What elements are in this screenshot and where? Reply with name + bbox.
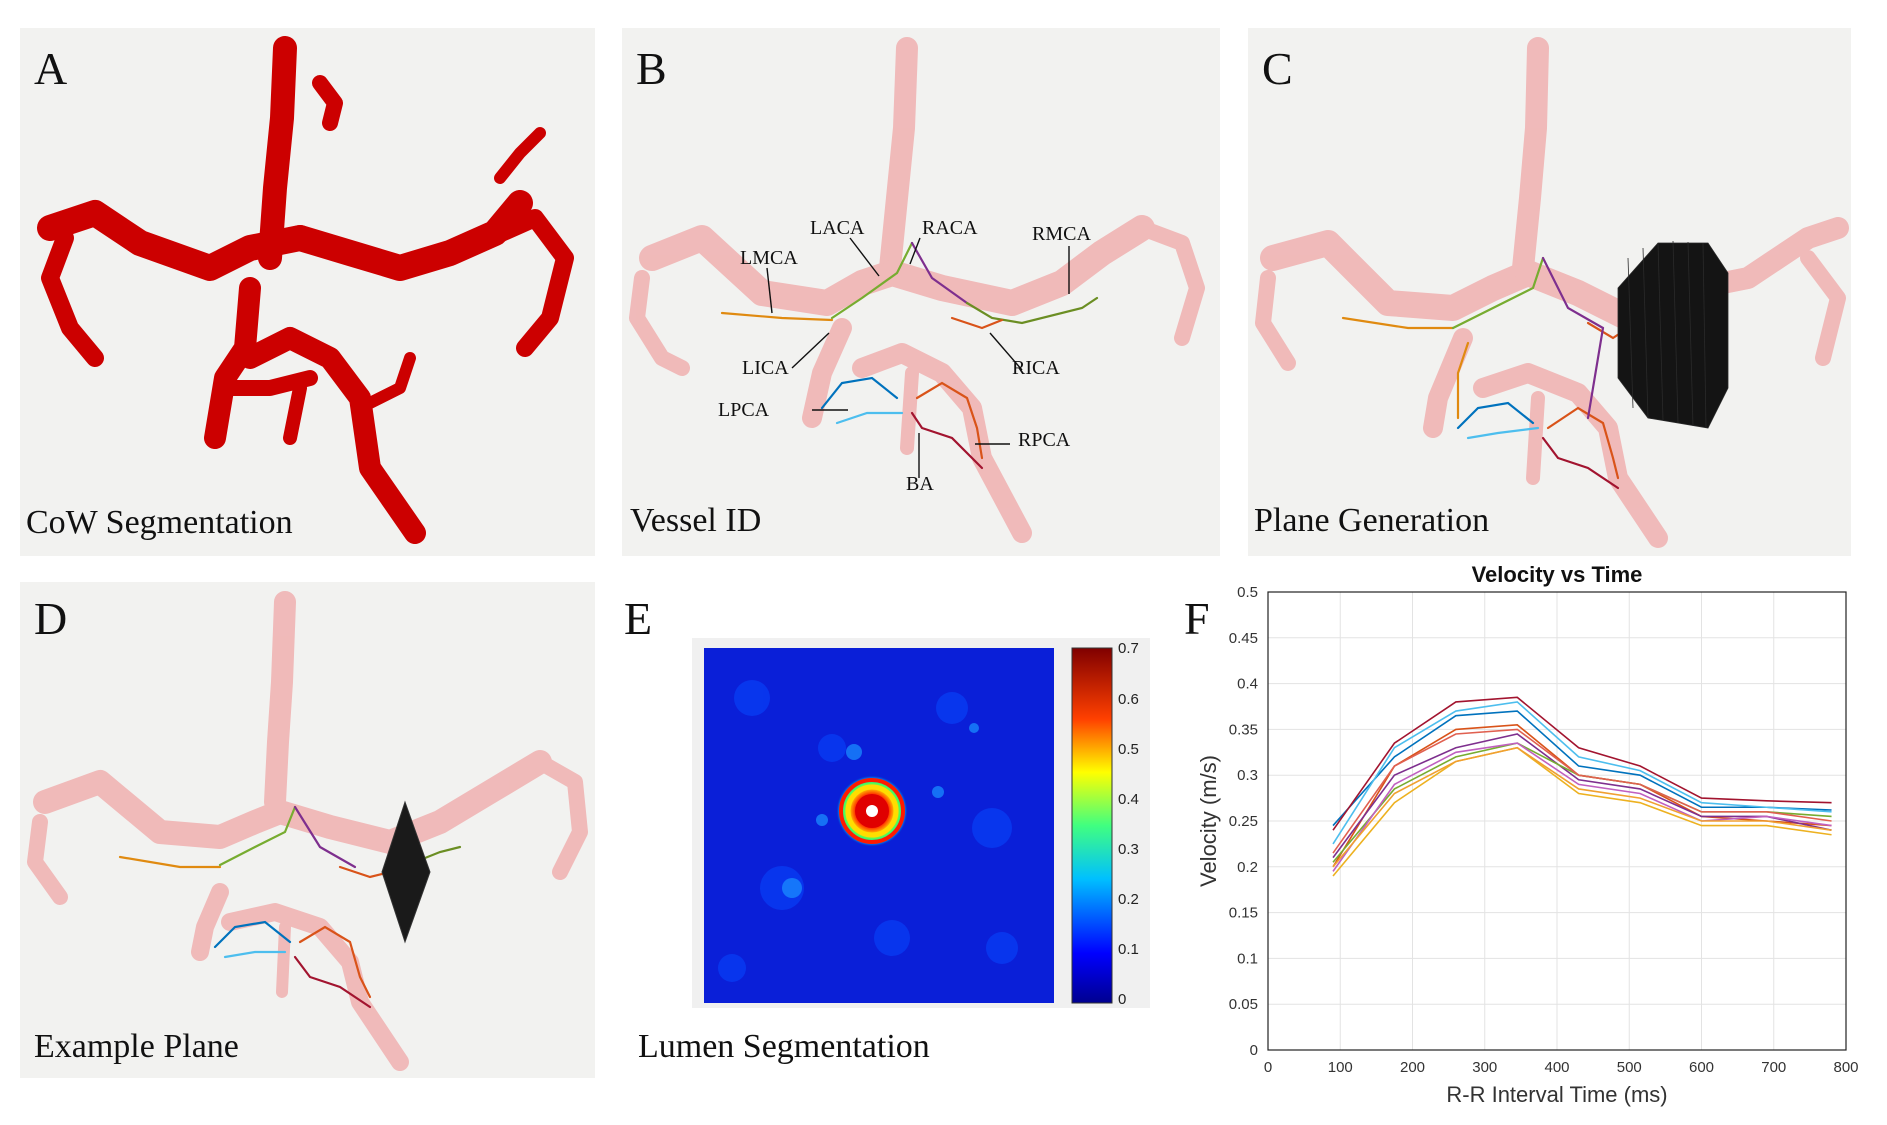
lumen-heatmap: 0.7 0.6 0.5 0.4 0.3 0.2 0.1 0 bbox=[704, 640, 1139, 1008]
x-tick-label: 300 bbox=[1472, 1059, 1497, 1076]
plane-shape bbox=[381, 800, 431, 944]
velocity-chart: 0 100 200 300 400 500 600 700 800 0 0.05 0.1 0.15 0.2… bbox=[1196, 562, 1859, 1107]
x-tick-label: 600 bbox=[1689, 1059, 1714, 1076]
y-tick-label: 0.1 bbox=[1237, 950, 1258, 967]
plane-generation-render bbox=[1255, 37, 1849, 548]
x-tick-label: 100 bbox=[1328, 1059, 1353, 1076]
panel-e: E bbox=[620, 582, 1220, 1078]
panel-c: C Plane Generation bbox=[1248, 28, 1851, 556]
panel-letter: D bbox=[34, 593, 68, 644]
series-line bbox=[1332, 742, 1832, 872]
colorbar-tick: 0.5 bbox=[1118, 741, 1139, 758]
x-tick-label: 500 bbox=[1617, 1059, 1642, 1076]
vessel-label-lpca: LPCA bbox=[718, 399, 770, 421]
series-line bbox=[1332, 701, 1832, 845]
colorbar-tick: 0.1 bbox=[1118, 941, 1139, 958]
series-line bbox=[1332, 696, 1832, 831]
x-tick-label: 400 bbox=[1544, 1059, 1569, 1076]
x-axis-label: R-R Interval Time (ms) bbox=[1446, 1082, 1667, 1107]
panel-letter: E bbox=[624, 593, 653, 644]
vessel-label-ba: BA bbox=[906, 473, 934, 495]
colorbar-tick: 0 bbox=[1118, 991, 1126, 1008]
panel-b: LMCA LACA RACA RMCA LICA RICA LPCA RPCA … bbox=[622, 28, 1220, 556]
x-tick-label: 800 bbox=[1833, 1059, 1858, 1076]
panel-a: A CoW Segmentation bbox=[20, 28, 595, 556]
panel-letter: C bbox=[1262, 43, 1293, 94]
panel-caption: CoW Segmentation bbox=[26, 504, 293, 541]
y-tick-label: 0.45 bbox=[1229, 630, 1258, 647]
y-tick-label: 0.2 bbox=[1237, 859, 1258, 876]
y-tick-label: 0.15 bbox=[1229, 905, 1258, 922]
vessel-label-raca: RACA bbox=[922, 217, 978, 239]
panel-caption: Vessel ID bbox=[630, 502, 762, 539]
lumen-image-frame: 0.7 0.6 0.5 0.4 0.3 0.2 0.1 0 bbox=[692, 638, 1150, 1008]
y-axis-label: Velocity (m/s) bbox=[1196, 755, 1221, 887]
colorbar-tick: 0.7 bbox=[1118, 640, 1139, 657]
y-tick-label: 0.35 bbox=[1229, 721, 1258, 738]
series-line bbox=[1332, 728, 1832, 854]
colorbar-tick: 0.2 bbox=[1118, 891, 1139, 908]
series-line bbox=[1332, 733, 1832, 859]
cow-segmentation-render bbox=[37, 36, 574, 544]
x-tick-label: 700 bbox=[1761, 1059, 1786, 1076]
y-tick-label: 0.4 bbox=[1237, 676, 1258, 693]
series-line bbox=[1332, 710, 1832, 827]
colorbar-tick: 0.6 bbox=[1118, 691, 1139, 708]
vessel-label-rpca: RPCA bbox=[1018, 429, 1071, 451]
vessel-label-lmca: LMCA bbox=[740, 247, 798, 269]
plot-area bbox=[1267, 591, 1847, 1051]
panel-letter: F bbox=[1184, 593, 1210, 644]
x-tick-label: 200 bbox=[1400, 1059, 1425, 1076]
vessel-label-laca: LACA bbox=[810, 217, 865, 239]
colorbar-tick: 0.4 bbox=[1118, 791, 1139, 808]
panel-caption: Lumen Segmentation bbox=[638, 1028, 930, 1065]
panel-caption: Example Plane bbox=[34, 1028, 239, 1065]
chart-title: Velocity vs Time bbox=[1472, 562, 1643, 587]
colorbar bbox=[1071, 647, 1113, 1004]
vessel-label-rica: RICA bbox=[1012, 357, 1060, 379]
series-line bbox=[1332, 746, 1832, 877]
y-tick-label: 0.25 bbox=[1229, 813, 1258, 830]
y-tick-label: 0.5 bbox=[1237, 584, 1258, 601]
y-tick-label: 0 bbox=[1250, 1042, 1258, 1059]
colorbar-tick: 0.3 bbox=[1118, 841, 1139, 858]
vessel-label-rmca: RMCA bbox=[1032, 223, 1091, 245]
panel-f: F 0 100 200 300 400 500 600 700 800 0 0.05 0.1 0.15 0… bbox=[1180, 560, 1880, 1120]
example-plane-render bbox=[27, 591, 588, 1071]
panel-letter: A bbox=[34, 43, 68, 94]
vessel-id-render: LMCA LACA RACA RMCA LICA RICA LPCA RPCA … bbox=[629, 37, 1205, 543]
panel-d: D Example Plane bbox=[20, 582, 595, 1078]
panel-caption: Plane Generation bbox=[1254, 502, 1490, 539]
y-tick-label: 0.05 bbox=[1229, 996, 1258, 1013]
vessel-label-lica: LICA bbox=[742, 357, 789, 379]
panel-letter: B bbox=[636, 43, 667, 94]
series-line bbox=[1332, 746, 1832, 868]
y-tick-label: 0.3 bbox=[1237, 767, 1258, 784]
x-tick-label: 0 bbox=[1264, 1059, 1272, 1076]
